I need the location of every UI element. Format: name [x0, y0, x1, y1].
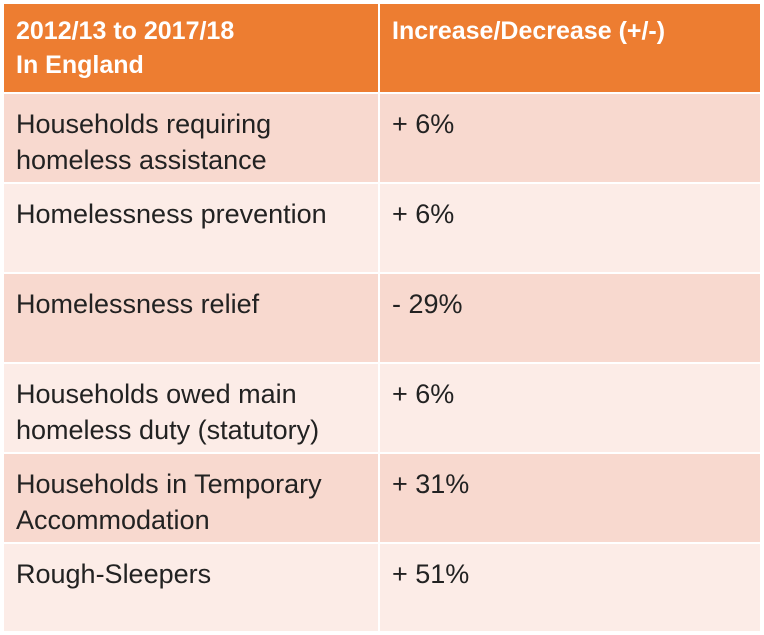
row-value-cell: - 29%	[392, 289, 463, 319]
table-header-row: 2012/13 to 2017/18 In England Increase/D…	[4, 4, 760, 94]
row-value-cell: + 31%	[392, 469, 470, 499]
row-value-cell: + 6%	[392, 109, 455, 139]
row-label-line-1: Households requiring	[16, 109, 272, 139]
row-label-line-1: Homelessness relief	[16, 289, 260, 319]
row-value-cell: + 6%	[392, 379, 455, 409]
table-row: Households requiring homeless assistance…	[4, 94, 760, 184]
table-row: Rough-Sleepers + 51%	[4, 544, 760, 631]
row-label-line-2: Accommodation	[16, 505, 210, 535]
row-label-line-2: homeless duty (statutory)	[16, 415, 320, 445]
row-value-cell: + 51%	[392, 559, 470, 589]
header-period-cell: 2012/13 to 2017/18 In England	[4, 4, 380, 92]
header-period-line-1: 2012/13 to 2017/18	[16, 17, 235, 45]
table-row: Homelessness prevention + 6%	[4, 184, 760, 274]
header-period-line-2: In England	[16, 51, 144, 79]
table-row: Homelessness relief - 29%	[4, 274, 760, 364]
row-label-cell: Households requiring homeless assistance	[4, 94, 380, 182]
header-change-cell: Increase/Decrease (+/-)	[392, 17, 666, 45]
table-row: Households in Temporary Accommodation + …	[4, 454, 760, 544]
row-label-cell: Households owed main homeless duty (stat…	[4, 364, 380, 452]
row-label-cell: Households in Temporary Accommodation	[4, 454, 380, 542]
row-label-line-1: Households in Temporary	[16, 469, 322, 499]
row-label-cell: Homelessness prevention	[4, 184, 380, 272]
row-label-cell: Rough-Sleepers	[4, 544, 380, 631]
row-label-cell: Homelessness relief	[4, 274, 380, 362]
row-label-line-1: Rough-Sleepers	[16, 559, 212, 589]
table-row: Households owed main homeless duty (stat…	[4, 364, 760, 454]
row-label-line-1: Homelessness prevention	[16, 199, 327, 229]
row-label-line-2: homeless assistance	[16, 145, 267, 175]
homelessness-statistics-table: 2012/13 to 2017/18 In England Increase/D…	[4, 4, 760, 631]
row-value-cell: + 6%	[392, 199, 455, 229]
row-label-line-1: Households owed main	[16, 379, 297, 409]
